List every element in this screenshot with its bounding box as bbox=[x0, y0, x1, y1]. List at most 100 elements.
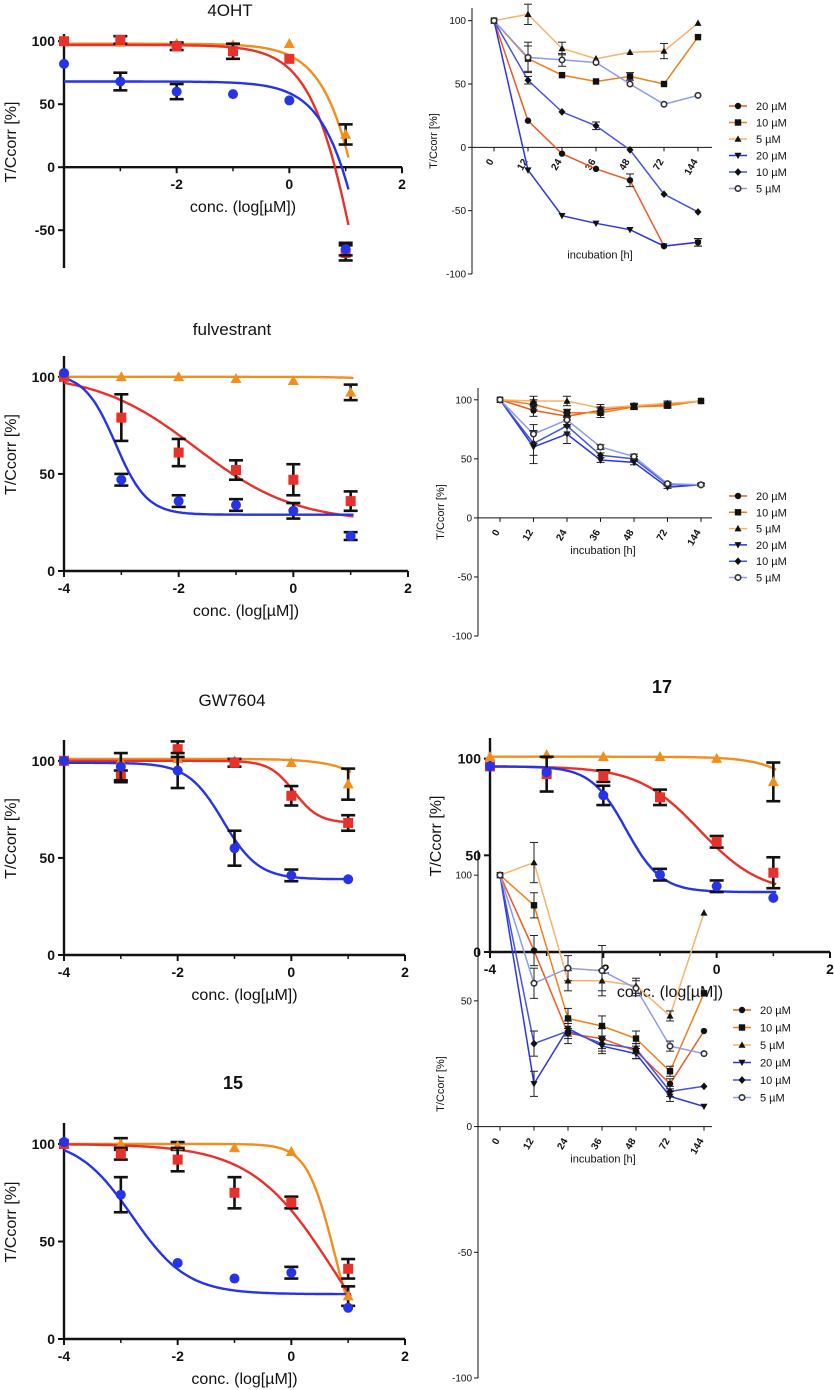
data-point bbox=[626, 73, 634, 80]
data-point bbox=[630, 402, 638, 409]
x-tick-label: 0 bbox=[490, 528, 503, 539]
data-point-orange bbox=[283, 37, 295, 48]
x-tick-label: 2 bbox=[826, 961, 834, 977]
data-point-red bbox=[229, 1187, 240, 1198]
fit-curve-orange bbox=[64, 42, 350, 158]
data-point bbox=[694, 208, 702, 216]
data-point bbox=[596, 457, 605, 464]
data-point-red bbox=[116, 412, 127, 423]
fit-curve-orange bbox=[64, 757, 352, 773]
legend-marker bbox=[738, 1059, 746, 1067]
data-point bbox=[700, 909, 708, 916]
x-tick-label: 48 bbox=[622, 528, 637, 544]
data-point bbox=[700, 1027, 708, 1035]
x-axis-label: incubation [h] bbox=[570, 1154, 635, 1166]
fit-curve-red bbox=[490, 765, 777, 886]
data-point bbox=[592, 165, 600, 173]
data-point bbox=[700, 1050, 708, 1058]
chart-title: fulvestrant bbox=[193, 320, 272, 339]
legend-label: 5 µM bbox=[756, 134, 781, 146]
data-point bbox=[558, 56, 566, 64]
data-point bbox=[660, 47, 668, 54]
legend-marker bbox=[734, 524, 742, 532]
data-point bbox=[524, 10, 532, 18]
y-tick-label: 0 bbox=[47, 947, 55, 963]
data-point-orange bbox=[597, 750, 609, 761]
data-point-orange bbox=[285, 1146, 297, 1157]
chart-title: GW7604 bbox=[198, 691, 265, 710]
legend-label: 5 µM bbox=[760, 1040, 785, 1052]
data-point-orange bbox=[654, 750, 666, 761]
x-tick-label: 0 bbox=[289, 580, 297, 596]
y-tick-label: 0 bbox=[466, 513, 472, 524]
data-point-red bbox=[286, 1197, 297, 1208]
data-point bbox=[626, 146, 634, 154]
x-tick-label: 0 bbox=[490, 1136, 503, 1147]
data-point bbox=[558, 108, 566, 116]
data-point bbox=[524, 53, 532, 61]
data-point bbox=[660, 190, 668, 199]
legend-marker bbox=[738, 1076, 746, 1084]
data-point bbox=[666, 1042, 674, 1050]
series-line bbox=[493, 13, 699, 60]
data-point bbox=[700, 990, 708, 997]
x-tick-label: 72 bbox=[658, 1136, 673, 1152]
data-point bbox=[496, 871, 504, 879]
data-point-orange bbox=[340, 128, 352, 139]
data-point-red bbox=[172, 744, 183, 755]
x-axis-label: incubation [h] bbox=[567, 249, 632, 261]
legend-marker bbox=[734, 509, 742, 516]
x-tick-label: 72 bbox=[652, 157, 667, 173]
data-point-red bbox=[228, 46, 238, 57]
data-point bbox=[563, 397, 571, 404]
data-point bbox=[592, 58, 600, 66]
x-axis-label: conc. (log[µM]) bbox=[191, 987, 297, 1004]
fit-curve-orange bbox=[64, 375, 354, 380]
data-point-red bbox=[59, 36, 69, 47]
y-tick-label: 100 bbox=[32, 369, 56, 385]
y-tick-label: 0 bbox=[460, 143, 466, 154]
data-point-blue bbox=[711, 881, 722, 892]
data-point-blue bbox=[115, 1189, 126, 1200]
data-point-red bbox=[115, 1148, 126, 1159]
data-point-blue bbox=[655, 869, 665, 880]
data-point-red bbox=[655, 792, 665, 803]
x-tick-label: 144 bbox=[689, 1136, 707, 1156]
y-axis-label: T/Ccorr [%] bbox=[3, 1182, 20, 1263]
data-point-orange bbox=[342, 778, 354, 789]
data-point bbox=[666, 1068, 674, 1075]
data-point-red bbox=[171, 41, 182, 52]
data-point-red bbox=[229, 757, 240, 768]
y-tick-label: 100 bbox=[32, 753, 56, 769]
y-tick-label: 50 bbox=[461, 454, 473, 465]
dose-response-chart-p5: 15 0 50 100 -4 -2 0 2 conc. (log[µM]) T/Ccorr [%] bbox=[3, 1073, 409, 1388]
y-tick-label: 50 bbox=[465, 847, 481, 863]
y-axis-label: T/Ccorr [%] bbox=[435, 484, 447, 540]
fit-curve-red bbox=[64, 43, 350, 226]
legend: 20 µM 10 µM 5 µM 20 µM 10 µM 5 µM bbox=[729, 101, 787, 196]
y-tick-label: -100 bbox=[452, 632, 472, 643]
data-point bbox=[530, 1039, 538, 1048]
y-axis-label: T/Ccorr [%] bbox=[428, 113, 440, 169]
y-tick-label: -100 bbox=[452, 1374, 472, 1385]
fit-curve-blue bbox=[63, 1148, 351, 1296]
y-tick-label: 100 bbox=[455, 871, 472, 882]
y-tick-label: 100 bbox=[449, 16, 466, 27]
x-tick-label: 144 bbox=[683, 157, 701, 177]
y-tick-label: 50 bbox=[39, 850, 55, 866]
data-point bbox=[666, 1012, 674, 1019]
data-point-red bbox=[284, 53, 295, 64]
x-tick-label: 36 bbox=[590, 1136, 605, 1152]
y-axis-label: T/Ccorr [%] bbox=[3, 414, 20, 495]
data-point bbox=[694, 91, 702, 99]
x-axis-label: conc. (log[µM]) bbox=[191, 1371, 297, 1388]
time-course-chart-t3: -100 -50 0 50 100 0 12 24 36 48 72 144 incubation [h… bbox=[435, 841, 791, 1385]
x-axis-label: conc. (log[µM]) bbox=[190, 199, 296, 216]
y-axis-label: T/Ccorr [%] bbox=[428, 796, 445, 877]
y-tick-label: 0 bbox=[47, 1331, 55, 1347]
legend-label: 5 µM bbox=[756, 524, 781, 536]
data-point bbox=[660, 243, 668, 250]
x-tick-label: -2 bbox=[170, 176, 183, 192]
data-point-blue bbox=[59, 755, 69, 766]
